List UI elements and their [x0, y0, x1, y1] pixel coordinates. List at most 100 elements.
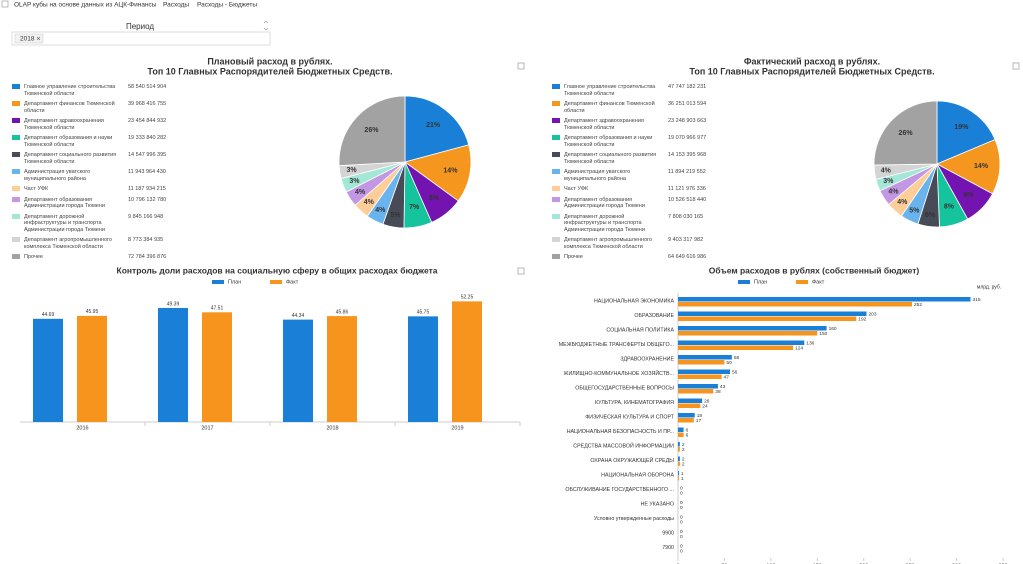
pie-slice	[404, 144, 472, 202]
legend-value: 64 649 616 986	[668, 254, 707, 260]
bar	[452, 301, 482, 422]
bar-value-label: 44.34	[292, 313, 305, 319]
bar-value-label: 2	[682, 456, 685, 462]
bar-value-label: 1	[681, 471, 684, 477]
sort-icon[interactable]	[263, 20, 269, 31]
slice-label: 5%	[390, 212, 401, 219]
bar-value-label: 124	[795, 345, 803, 351]
bar-value-label: 45.95	[86, 309, 99, 315]
y-tick-label: Условно утвержденные расходы	[594, 516, 674, 522]
legend-value: 19 333 840 282	[128, 135, 167, 141]
y-tick-label: СРЕДСТВА МАССОВОЙ ИНФОРМАЦИИ	[573, 441, 674, 449]
legend-value: 8 773 384 935	[128, 237, 164, 243]
legend-label: Департамент образования Администрации го…	[564, 196, 645, 210]
y-tick-label: ОБРАЗОВАНИЕ	[634, 313, 674, 319]
bar-value-label: 2	[682, 442, 685, 448]
legend-value: 10 796 132 780	[128, 196, 167, 203]
bar-value-label: 45.75	[417, 310, 430, 316]
bar-value-label: 0	[680, 485, 683, 491]
legend-item: Администрация уватского муниципального р…	[12, 169, 166, 182]
legend-swatch	[12, 169, 20, 174]
menu-icon[interactable]	[1, 0, 9, 8]
bar-value-label: 150	[819, 331, 827, 337]
slice-label: 19%	[954, 124, 969, 131]
y-tick-label: ОХРАНА ОКРУЖАЮЩЕЙ СРЕДЫ	[590, 456, 674, 464]
chart-menu[interactable]	[1012, 62, 1020, 70]
legend-swatch	[12, 118, 20, 123]
legend-item: Департамент агропромышленного комплекса …	[12, 237, 166, 250]
filter-chip[interactable]	[14, 33, 44, 44]
slice-label: 3%	[346, 167, 357, 174]
bar-value-label: 2	[682, 447, 685, 453]
legend-label: Главное управление строительства Тюменск…	[564, 84, 656, 97]
legend-swatch	[12, 101, 20, 106]
legend-label: Част УФК	[564, 186, 589, 192]
chart-title: Объем расходов в рублях (собственный бюд…	[709, 265, 920, 275]
y-tick-label: СОЦИАЛЬНАЯ ПОЛИТИКА	[606, 327, 674, 333]
bar-value-label: 203	[869, 311, 877, 317]
pie-slice	[404, 95, 470, 163]
breadcrumb[interactable]: Расходы	[163, 2, 189, 9]
legend-swatch	[552, 84, 560, 89]
legend-value: 10 526 518 440	[668, 196, 707, 203]
bar	[283, 319, 313, 422]
breadcrumb[interactable]: OLAP кубы на основе данных из АЦК-Финанс…	[14, 1, 157, 9]
bar	[408, 316, 438, 422]
slice-label: 4%	[375, 207, 386, 214]
legend-value: 23 454 844 932	[128, 118, 167, 124]
legend-swatch	[12, 254, 20, 259]
filter-value: 2018	[20, 36, 35, 43]
legend-label: План	[228, 279, 241, 285]
bar-value-label: 44.69	[42, 312, 55, 318]
chart-menu[interactable]	[517, 62, 525, 70]
legend-label: Част УФК	[24, 186, 49, 192]
legend-swatch	[12, 186, 20, 191]
legend-label: Департамент здравоохранения Тюменской об…	[24, 118, 104, 131]
slice-label: 14%	[443, 167, 458, 174]
legend-swatch	[212, 280, 224, 284]
legend-swatch	[552, 169, 560, 174]
bar	[678, 432, 684, 437]
y-tick-label: ЗДРАВООХРАНЕНИЕ	[620, 356, 674, 362]
pie-slice	[873, 100, 938, 166]
y-tick-label: МЕЖБЮДЖЕТНЫЕ ТРАНСФЕРТЫ ОБЩЕГО...	[559, 342, 674, 348]
bar	[678, 471, 679, 476]
y-tick-label: НАЦИОНАЛЬНАЯ ОБОРОНА	[601, 472, 674, 478]
remove-icon[interactable]	[36, 36, 41, 41]
bar	[678, 326, 827, 331]
bar-value-label: 38	[715, 389, 721, 395]
legend-swatch	[552, 213, 560, 219]
bar	[202, 312, 232, 422]
slice-label: 5%	[909, 207, 920, 214]
legend-item: Прочее 72 784 396 876	[12, 254, 166, 261]
legend-label: Департамент финансов Тюменской области	[564, 101, 655, 114]
legend-label: Администрация уватского муниципального р…	[564, 169, 631, 182]
bar-value-label: 0	[680, 534, 683, 540]
bar	[678, 476, 679, 481]
pie-slice	[936, 100, 996, 165]
chart-menu[interactable]	[517, 267, 525, 275]
bar-value-label: 0	[680, 490, 683, 496]
legend-item: Част УФК 11 121 976 336	[552, 186, 706, 193]
legend-value: 11 121 976 336	[668, 186, 706, 192]
slice-label: 4%	[897, 199, 908, 206]
legend-label: Департамент образования Администрации го…	[24, 196, 105, 210]
bar-value-label: 24	[702, 403, 708, 409]
bar-value-label: 17	[696, 418, 702, 424]
chart-title: Плановый расход в рублях.	[207, 56, 332, 66]
slice-label: 26%	[899, 130, 914, 137]
bar-value-label: 56	[732, 369, 738, 375]
bar-value-label: 0	[680, 500, 683, 506]
legend-swatch	[12, 237, 20, 242]
legend-swatch	[270, 280, 282, 284]
breadcrumb[interactable]: Расходы - Бюджеты	[197, 2, 257, 9]
legend-value: 11 187 934 215	[128, 186, 166, 192]
y-tick-label: 7900	[662, 545, 674, 551]
x-tick-label: 2017	[201, 425, 213, 431]
legend-item: Част УФК 11 187 934 215	[12, 186, 166, 193]
filter-box[interactable]	[11, 31, 271, 46]
y-tick-label: 9900	[662, 530, 674, 536]
bar	[678, 442, 680, 447]
bar	[678, 456, 680, 461]
